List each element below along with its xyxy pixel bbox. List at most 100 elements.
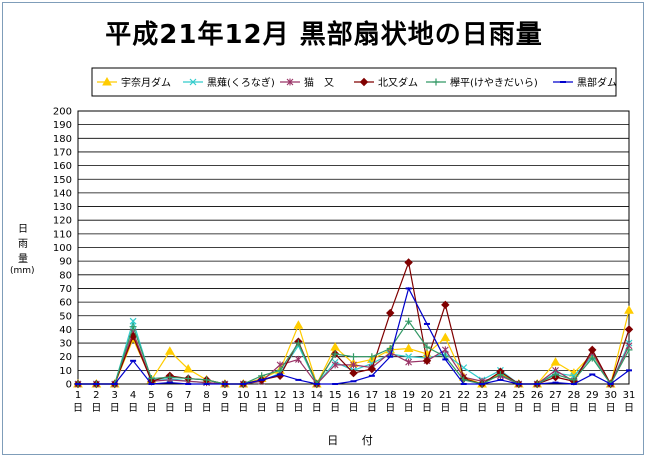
- x-tick-label: 16: [347, 390, 360, 401]
- x-tick-label: 15: [329, 390, 342, 401]
- series-5-point: [203, 376, 211, 384]
- x-tick-label: 25: [512, 390, 525, 401]
- x-tick-suffix: 日: [422, 403, 432, 414]
- x-tick-label: 14: [310, 390, 323, 401]
- series-5-point: [552, 370, 560, 378]
- y-tick-label: 120: [53, 216, 72, 227]
- x-tick-label: 24: [494, 390, 507, 401]
- series-1-point: [550, 357, 561, 366]
- series-5-point: [405, 317, 413, 325]
- y-tick-label: 170: [53, 147, 72, 158]
- legend-label: 猫 又: [304, 76, 334, 89]
- series-3-point: [350, 361, 357, 369]
- y-tick-label: 160: [53, 161, 72, 172]
- x-tick-suffix: 日: [275, 403, 285, 414]
- x-tick-label: 29: [586, 390, 599, 401]
- x-tick-suffix: 日: [128, 403, 138, 414]
- series-5-point: [423, 343, 431, 351]
- y-tick-label: 140: [53, 188, 72, 199]
- x-tick-suffix: 日: [349, 403, 359, 414]
- x-tick-label: 9: [222, 390, 228, 401]
- x-tick-suffix: 日: [238, 403, 248, 414]
- x-tick-suffix: 日: [312, 403, 322, 414]
- x-tick-label: 5: [148, 390, 154, 401]
- x-tick-suffix: 日: [495, 403, 505, 414]
- x-tick-label: 13: [292, 390, 305, 401]
- x-tick-label: 27: [549, 390, 562, 401]
- legend-label: 北又ダム: [378, 76, 418, 89]
- x-tick-label: 28: [568, 390, 581, 401]
- series-5-point: [147, 375, 155, 383]
- x-tick-label: 2: [93, 390, 99, 401]
- x-tick-label: 1: [75, 390, 81, 401]
- y-tick-label: 90: [59, 257, 72, 268]
- x-tick-suffix: 日: [624, 403, 634, 414]
- series-5-point: [625, 346, 633, 354]
- series-5-point: [350, 353, 357, 361]
- series-5-point: [258, 372, 266, 380]
- series-1-point: [293, 320, 304, 329]
- x-axis-title: 日 付: [327, 434, 383, 447]
- x-tick-suffix: 日: [514, 403, 524, 414]
- y-tick-label: 20: [59, 352, 72, 363]
- x-tick-label: 22: [457, 390, 470, 401]
- x-tick-suffix: 日: [532, 403, 542, 414]
- y-tick-label: 60: [59, 298, 72, 309]
- series-2-point: [405, 353, 413, 361]
- x-tick-suffix: 日: [440, 403, 450, 414]
- x-tick-label: 31: [623, 390, 636, 401]
- y-tick-label: 0: [66, 380, 72, 391]
- x-tick-suffix: 日: [587, 403, 597, 414]
- legend-label: 黒薙(くろなぎ): [207, 76, 275, 89]
- series-4-point: [441, 300, 450, 310]
- x-tick-label: 23: [476, 390, 489, 401]
- series-4-point: [624, 325, 634, 334]
- x-tick-suffix: 日: [569, 403, 579, 414]
- series-1-point: [440, 332, 451, 342]
- legend-marker: [432, 78, 440, 86]
- series-1-point: [183, 363, 194, 373]
- series-5-point: [496, 370, 504, 378]
- y-tick-label: 80: [59, 270, 72, 281]
- x-tick-suffix: 日: [91, 403, 101, 414]
- y-tick-label: 110: [53, 229, 72, 240]
- x-tick-suffix: 日: [202, 403, 212, 414]
- x-tick-suffix: 日: [477, 403, 487, 414]
- x-tick-suffix: 日: [367, 403, 377, 414]
- series-4-point: [404, 258, 413, 267]
- series-4-point: [349, 368, 358, 378]
- series-1-point: [164, 346, 175, 355]
- x-tick-label: 8: [203, 390, 209, 401]
- x-tick-suffix: 日: [165, 403, 175, 414]
- y-axis-unit: (mm): [10, 266, 35, 276]
- series-5-point: [184, 375, 192, 383]
- legend-marker: [286, 78, 294, 86]
- legend-marker: [189, 78, 197, 86]
- x-tick-suffix: 日: [110, 403, 120, 414]
- x-tick-suffix: 日: [183, 403, 193, 414]
- y-tick-label: 10: [59, 366, 72, 377]
- series-4-point: [367, 364, 377, 374]
- legend-marker: [102, 76, 112, 86]
- x-tick-suffix: 日: [73, 403, 83, 414]
- y-tick-label: 40: [59, 325, 72, 336]
- x-tick-label: 11: [255, 390, 268, 401]
- x-tick-suffix: 日: [330, 403, 340, 414]
- series-1-point: [403, 343, 414, 353]
- x-tick-label: 3: [112, 390, 118, 401]
- series-5-point: [588, 354, 596, 362]
- y-tick-label: 100: [53, 243, 72, 254]
- x-tick-suffix: 日: [459, 403, 469, 414]
- y-tick-label: 150: [53, 175, 72, 186]
- x-tick-suffix: 日: [220, 403, 230, 414]
- x-tick-suffix: 日: [404, 403, 414, 414]
- x-tick-label: 30: [604, 390, 617, 401]
- series-3-point: [331, 361, 339, 369]
- x-tick-suffix: 日: [551, 403, 561, 414]
- x-tick-label: 20: [421, 390, 434, 401]
- chart-title: 平成21年12月 黒部扇状地の日雨量: [105, 20, 543, 50]
- x-tick-suffix: 日: [146, 403, 156, 414]
- x-tick-suffix: 日: [606, 403, 616, 414]
- x-tick-label: 12: [274, 390, 287, 401]
